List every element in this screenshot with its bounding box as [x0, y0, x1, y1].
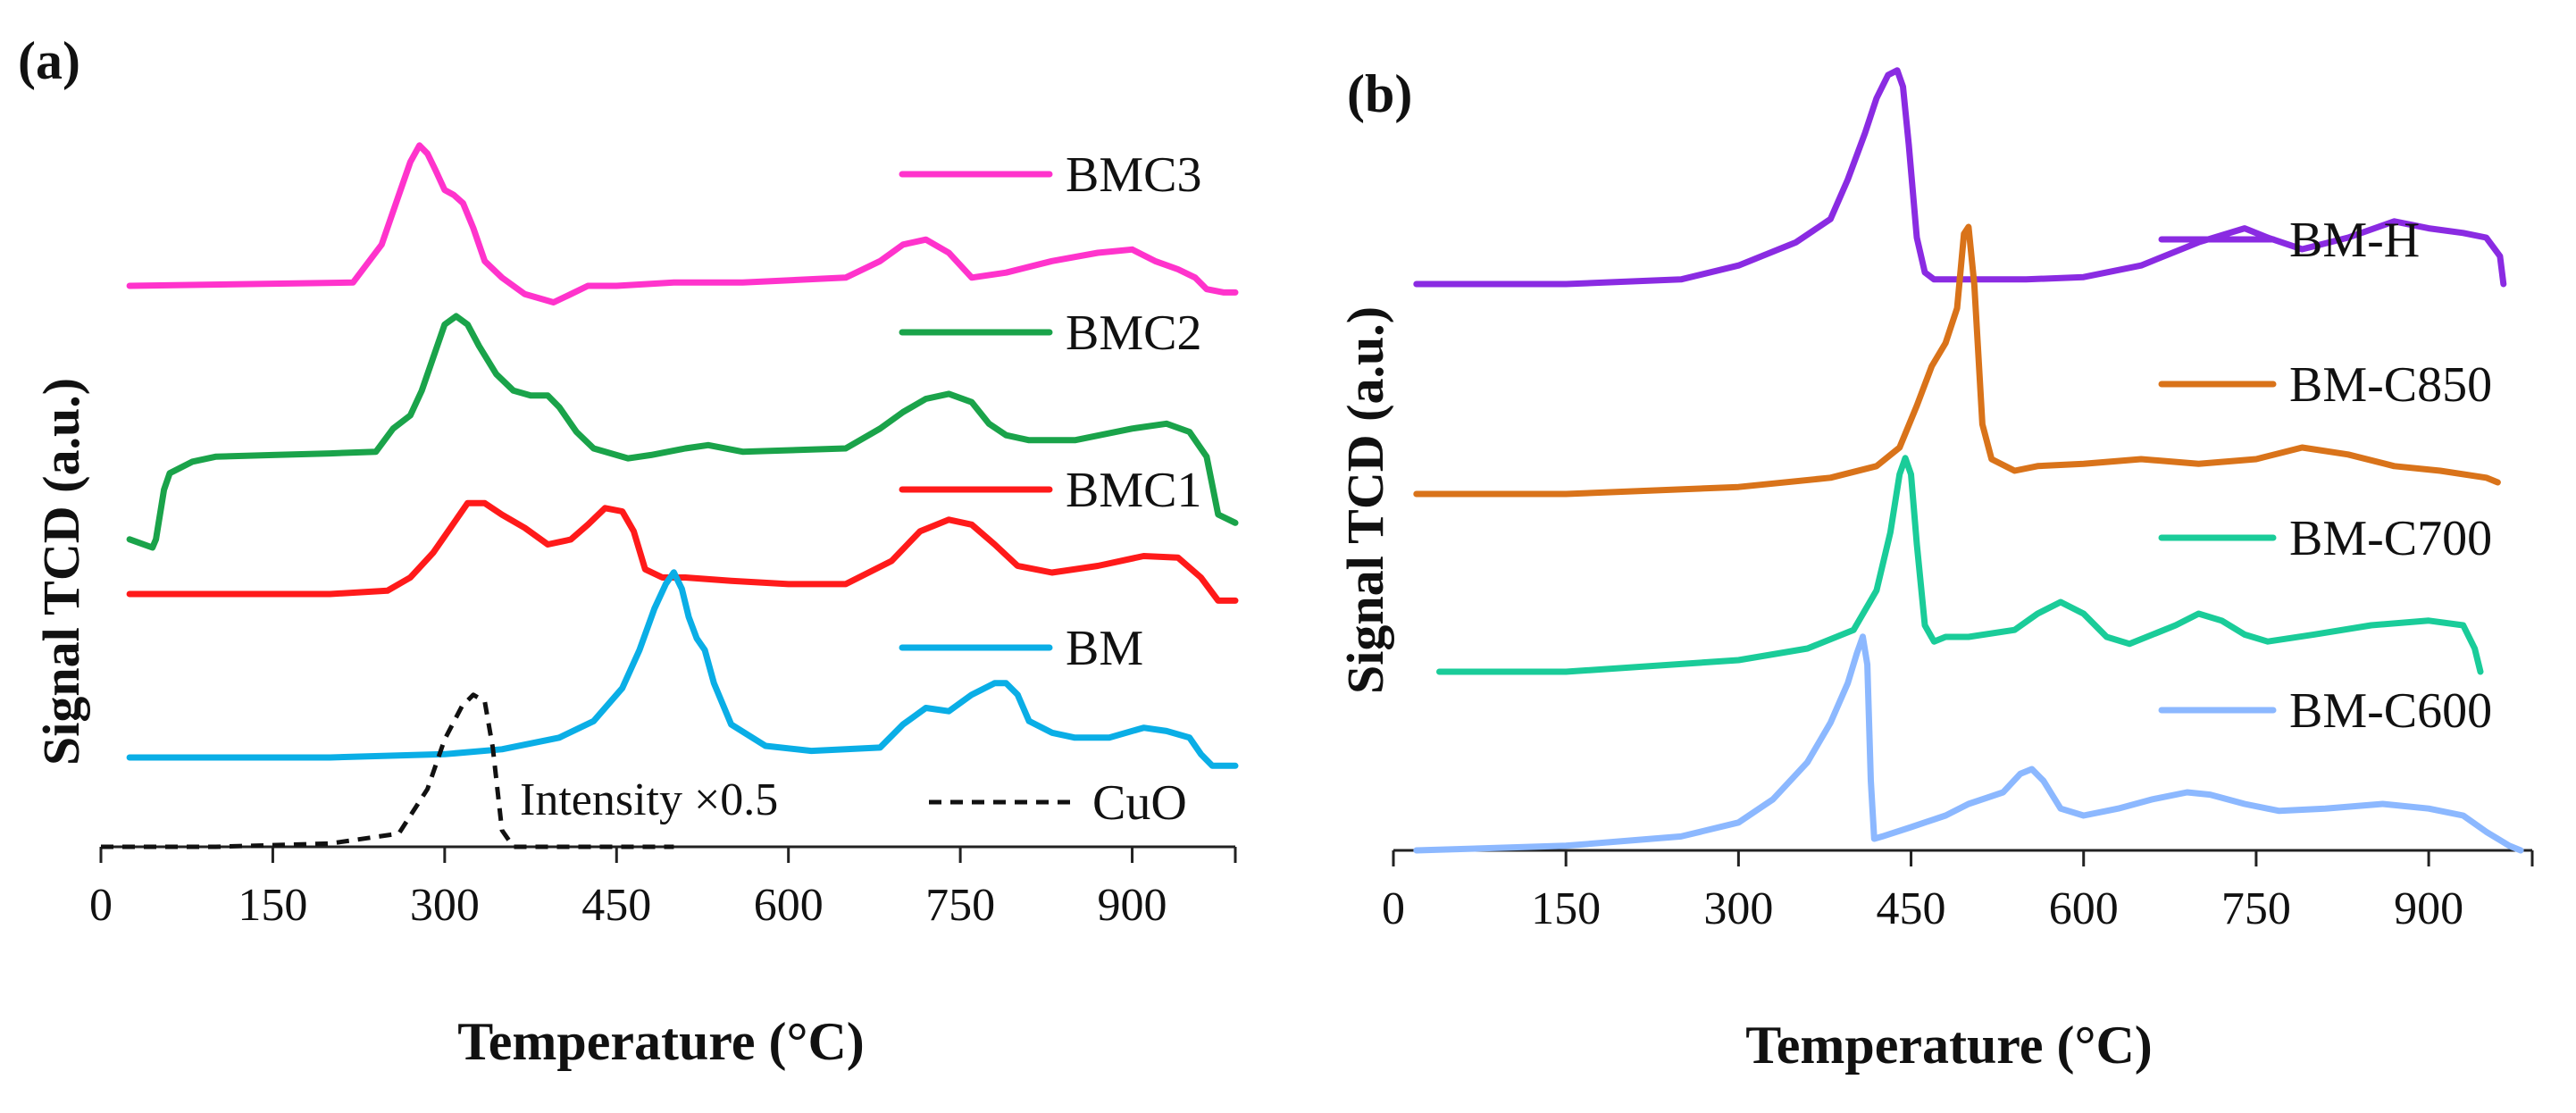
panel-b-x-tick-label: 450	[1877, 883, 1946, 934]
legend-label-bm: BM	[1066, 621, 1143, 676]
panel-b-x-axis-label: Temperature (°C)	[1745, 1016, 2153, 1075]
legend-label-bm-h: BM-H	[2289, 213, 2420, 268]
panel-a-x-tick-label: 900	[1098, 880, 1167, 931]
panel-a-y-axis-label: Signal TCD (a.u.)	[32, 378, 90, 766]
panel-a-x-tick-label: 750	[925, 880, 995, 931]
panel-b-x-tick-label: 150	[1531, 883, 1601, 934]
legend-label-cuo: CuO	[1092, 775, 1187, 831]
legend-label-bmc2: BMC2	[1066, 305, 1202, 361]
series-line-bm-c850	[1413, 223, 2501, 498]
series-line-bmc1	[126, 499, 1239, 604]
legend-label-bm-c600: BM-C600	[2289, 683, 2492, 739]
series-line-bm	[126, 569, 1239, 769]
panel-a-x-tick-label: 300	[410, 880, 480, 931]
panel-b: (b) Signal TCD (a.u.) Temperature (°C) 0…	[1336, 64, 2534, 1075]
legend-label-bmc3: BMC3	[1066, 147, 1202, 203]
series-line-bmc3	[126, 142, 1239, 305]
panel-a-x-tick-label: 600	[754, 880, 824, 931]
panel-a-x-tick-label: 0	[89, 880, 113, 931]
panel-b-y-axis-label: Signal TCD (a.u.)	[1336, 306, 1394, 694]
panel-a-label: (a)	[18, 31, 80, 90]
panel-b-x-tick-label: 600	[2049, 883, 2119, 934]
series-line-bm-c600	[1413, 633, 2524, 854]
panel-b-x-tick-label: 750	[2221, 883, 2291, 934]
legend-label-bm-c700: BM-C700	[2289, 511, 2492, 566]
panel-b-x-tick-label: 900	[2394, 883, 2463, 934]
panel-a-x-axis-label: Temperature (°C)	[457, 1012, 865, 1071]
series-line-cuo	[101, 692, 674, 849]
panel-a-x-tick-label: 150	[238, 880, 307, 931]
series-line-bmc2	[126, 313, 1239, 551]
legend-label-bm-c850: BM-C850	[2289, 357, 2492, 413]
series-line-bm-h	[1413, 67, 2507, 288]
panel-b-label: (b)	[1347, 64, 1412, 123]
panel-b-x-tick-label: 300	[1703, 883, 1773, 934]
panel-b-x-tick-label: 0	[1382, 883, 1405, 934]
panel-a-x-tick-label: 450	[581, 880, 651, 931]
legend-label-bmc1: BMC1	[1066, 463, 1202, 518]
panel-a: (a) Signal TCD (a.u.) Temperature (°C) I…	[18, 31, 1239, 1071]
series-line-bm-c700	[1436, 455, 2484, 675]
panel-a-intensity-note: Intensity ×0.5	[520, 774, 778, 825]
